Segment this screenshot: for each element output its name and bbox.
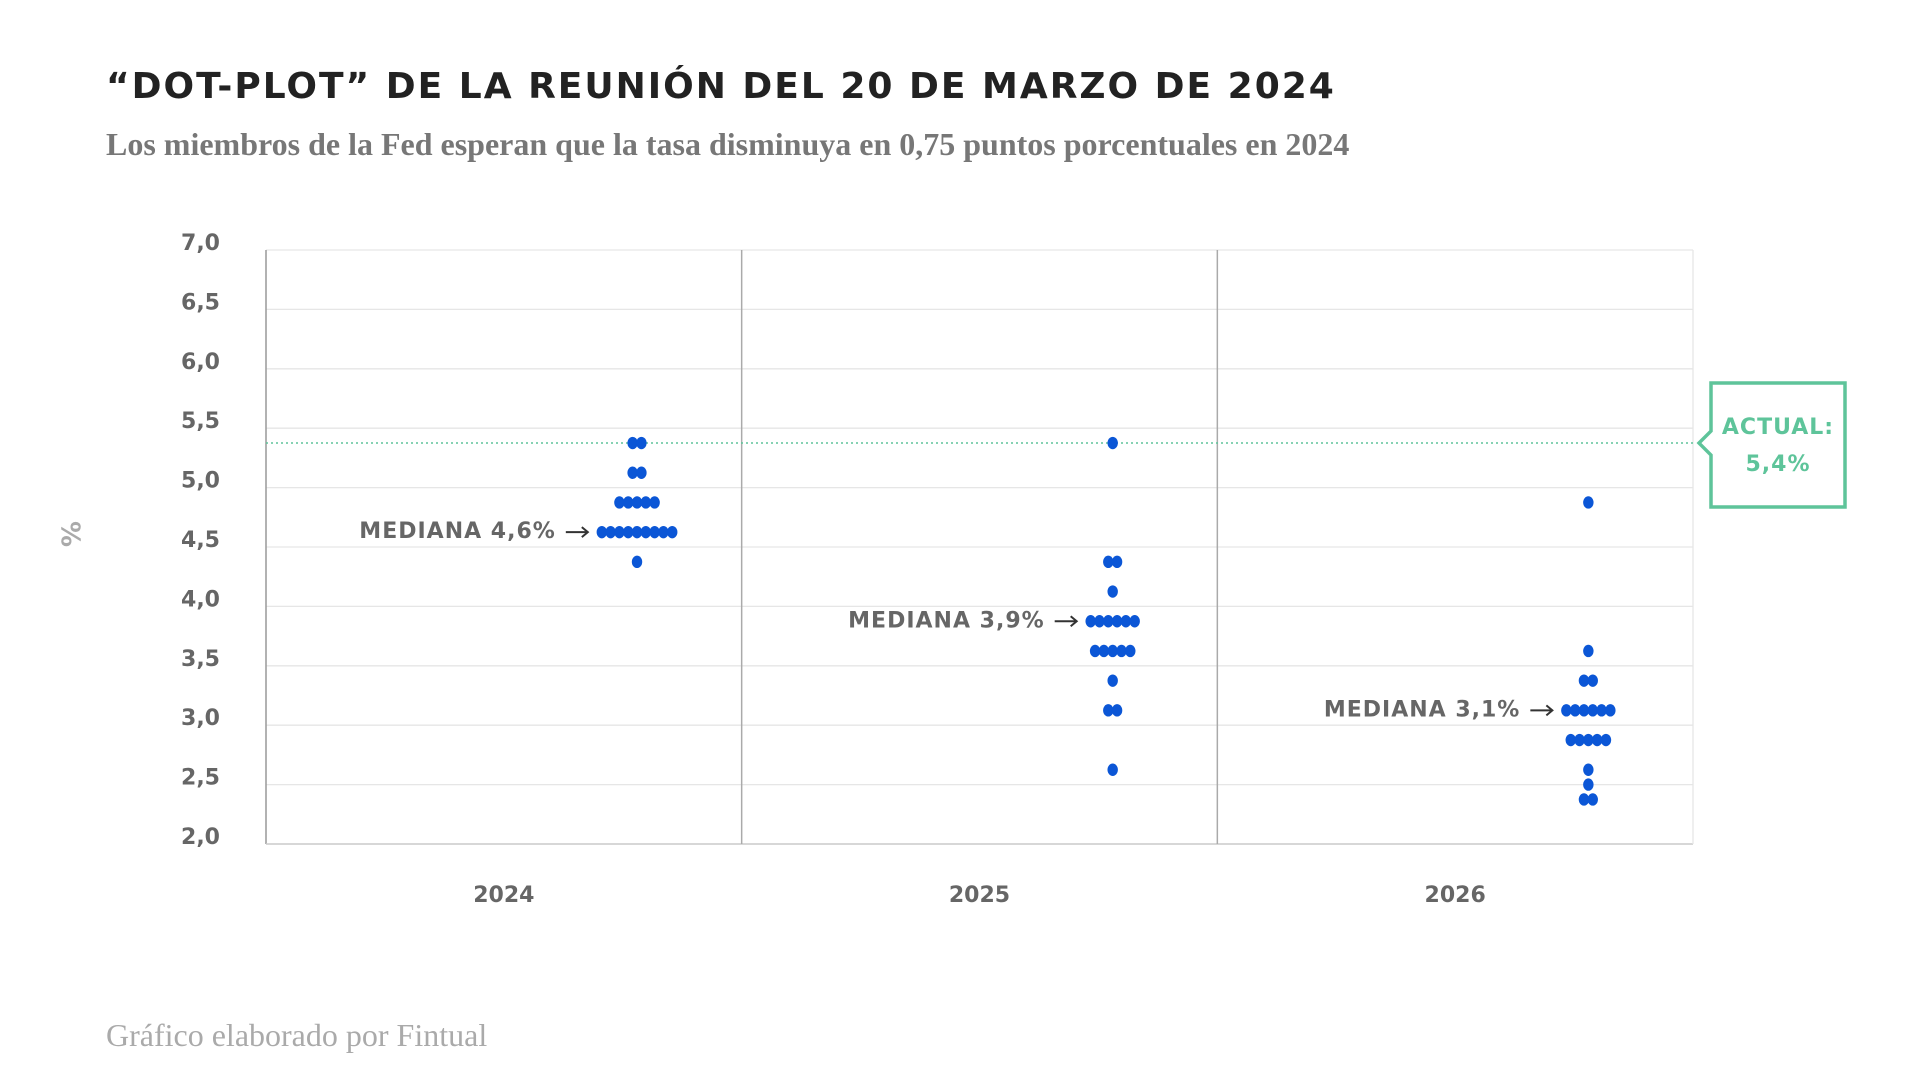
y-tick-label: 6,5 (181, 290, 220, 315)
y-tick-label: 3,5 (181, 647, 220, 672)
y-tick-label: 4,5 (181, 528, 220, 553)
y-tick-label: 2,5 (181, 766, 220, 791)
dot (1111, 555, 1123, 569)
dot (1089, 644, 1101, 658)
dot (1578, 704, 1590, 717)
dot (1111, 615, 1123, 628)
dot (1103, 555, 1114, 569)
dot (1107, 763, 1118, 776)
dot (1587, 793, 1598, 806)
dot (623, 496, 634, 509)
dot (631, 496, 643, 509)
median-label: MEDIANA 4,6% (359, 519, 556, 544)
dot (636, 466, 647, 479)
dot (1107, 585, 1118, 598)
dot (640, 496, 652, 509)
dot (636, 436, 647, 450)
dot (627, 466, 638, 479)
dot (1583, 778, 1594, 791)
dot (1591, 733, 1603, 747)
dot (1116, 644, 1127, 658)
actual-label: ACTUAL: (1722, 415, 1834, 440)
dot (1600, 733, 1612, 747)
dot (1578, 674, 1590, 687)
chart-title: “DOT-PLOT” DE LA REUNIÓN DEL 20 DE MARZO… (106, 65, 1336, 107)
dot (1103, 615, 1114, 628)
dot (1094, 615, 1105, 628)
dot (1111, 704, 1123, 717)
x-tick-label: 2026 (1425, 883, 1486, 908)
actual-value-label: 5,4% (1745, 452, 1810, 477)
dot (1085, 615, 1096, 628)
dot (649, 525, 660, 539)
y-tick-label: 3,0 (181, 706, 220, 731)
dot (1129, 615, 1140, 628)
footer: Gráfico elaborado por Fintual (106, 1017, 487, 1053)
x-tick-label: 2024 (473, 883, 534, 908)
dot (1561, 704, 1572, 717)
dot (1125, 644, 1136, 658)
dot (1103, 704, 1114, 717)
dot (614, 496, 625, 509)
y-tick-label: 5,5 (181, 409, 220, 434)
dot (1583, 733, 1594, 747)
x-tick-label: 2025 (949, 883, 1010, 908)
dot (1587, 674, 1598, 687)
dot (596, 525, 608, 539)
dot (640, 525, 652, 539)
dot (1583, 496, 1594, 509)
dot (1596, 704, 1607, 717)
median-arrowhead (581, 526, 590, 538)
dot (1120, 615, 1132, 628)
dot (649, 496, 660, 509)
actual-box (1696, 381, 1847, 509)
y-tick-label: 4,0 (181, 587, 220, 612)
y-tick-label: 7,0 (181, 231, 220, 256)
y-tick-label: 6,0 (181, 350, 220, 375)
dot (1583, 763, 1594, 776)
median-label: MEDIANA 3,9% (848, 608, 1045, 633)
median-arrowhead (1070, 615, 1079, 628)
dot (1587, 704, 1598, 717)
dot (623, 525, 634, 539)
dot (1098, 644, 1110, 658)
dot (1107, 644, 1118, 658)
dot (1107, 436, 1118, 450)
dot (1569, 704, 1581, 717)
dot (627, 436, 638, 450)
dot (614, 525, 625, 539)
chart-subtitle: Los miembros de la Fed esperan que la ta… (106, 126, 1349, 162)
dot (1565, 733, 1576, 747)
median-label: MEDIANA 3,1% (1324, 697, 1521, 722)
y-tick-label: 2,0 (181, 825, 220, 850)
dot (605, 525, 616, 539)
dot (631, 525, 643, 539)
dot (1605, 704, 1616, 717)
y-tick-label: 5,0 (181, 469, 220, 494)
dot (1574, 733, 1585, 747)
dot (667, 525, 678, 539)
dot (1583, 644, 1594, 658)
median-arrowhead (1545, 704, 1554, 717)
y-axis-label: % (55, 521, 85, 547)
dot (658, 525, 669, 539)
dot (1578, 793, 1590, 806)
dot (631, 555, 643, 569)
dot (1107, 674, 1118, 687)
